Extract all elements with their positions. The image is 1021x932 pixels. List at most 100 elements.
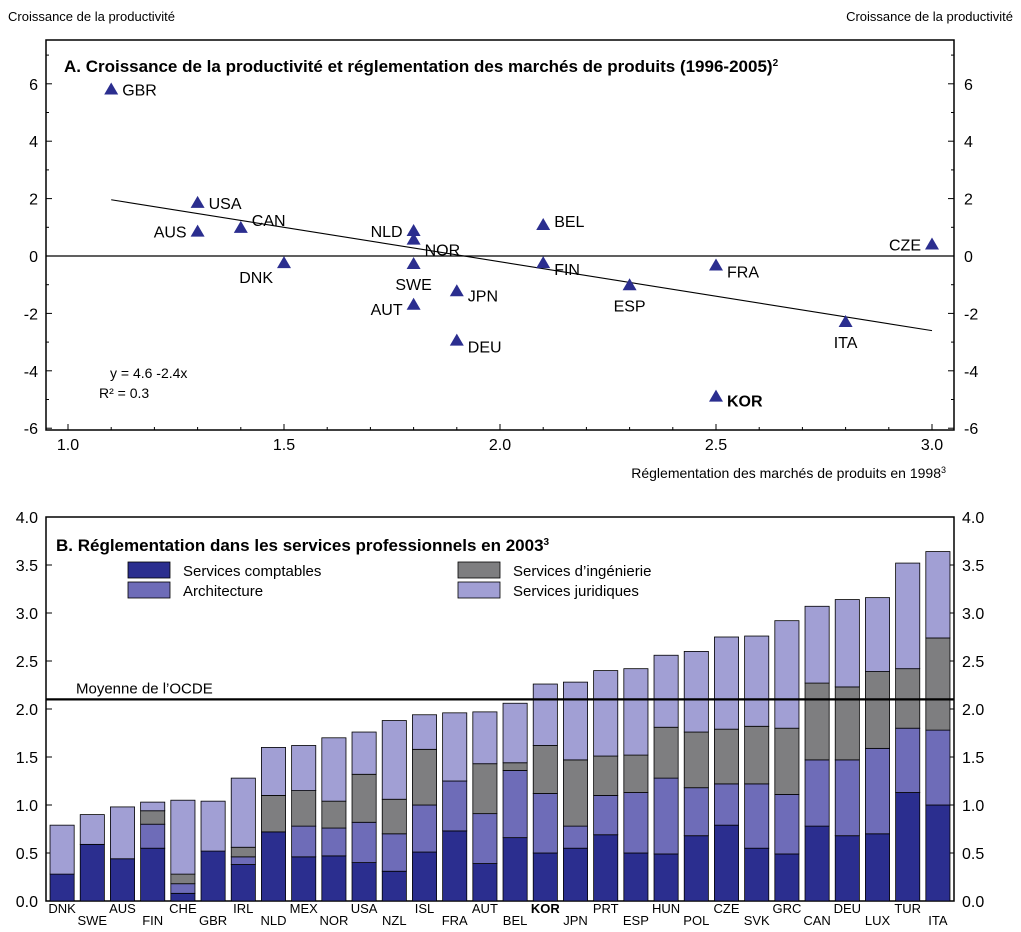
b-y-tick-label-right: 1.0	[962, 798, 984, 815]
category-label-hun: HUN	[652, 901, 680, 916]
bar-irl-series-2	[230, 856, 256, 865]
point-ita-label: ITA	[834, 335, 858, 352]
bar-ita-series-1	[925, 804, 951, 902]
bar-aut-series-4	[472, 711, 498, 765]
y-tick-label-right: 0	[964, 249, 973, 266]
bar-aus-series-1	[110, 858, 135, 902]
bar-prt-series-2	[593, 795, 619, 836]
bar-nor-series-2	[321, 827, 347, 857]
legend-swatch-2	[127, 581, 171, 599]
category-label-esp: ESP	[623, 913, 649, 928]
bar-che-series-1	[170, 892, 196, 902]
bar-mex-series-2	[291, 825, 317, 858]
category-label-lux: LUX	[865, 913, 891, 928]
panel-a-x-axis-label: Réglementation des marchés de produits e…	[631, 465, 946, 481]
point-fin-marker	[536, 256, 551, 269]
category-label-ita: ITA	[928, 913, 948, 928]
bar-can-series-2	[804, 759, 830, 827]
bar-dnk-series-1	[49, 873, 75, 902]
bar-svk-series-2	[744, 783, 770, 849]
bar-jpn-series-4	[563, 681, 588, 761]
bar-grc-series-1	[774, 853, 800, 902]
bar-deu-series-2	[834, 759, 860, 837]
category-label-usa: USA	[351, 901, 378, 916]
bar-lux-series-1	[865, 833, 890, 902]
bar-grc-series-4	[774, 620, 800, 729]
bar-fra-series-2	[442, 780, 468, 832]
panel-b-title: B. Réglementation dans les services prof…	[56, 536, 550, 555]
bar-nzl-series-1	[381, 870, 407, 902]
bar-isl-series-2	[412, 804, 437, 853]
category-label-fin: FIN	[142, 913, 163, 928]
category-label-can: CAN	[803, 913, 830, 928]
bar-bel-series-2	[502, 770, 528, 839]
bar-nld-series-4	[261, 747, 286, 796]
b-y-tick-label-right: 1.5	[962, 750, 984, 767]
point-aus-label: AUS	[154, 225, 187, 242]
point-gbr-label: GBR	[122, 83, 157, 100]
bar-esp-series-4	[623, 668, 649, 756]
bar-aut-series-2	[472, 813, 498, 864]
bar-deu-series-3	[834, 686, 860, 761]
x-tick-label: 1.0	[57, 437, 79, 454]
point-esp-label: ESP	[614, 298, 646, 315]
y-tick-label-right: 4	[964, 134, 973, 151]
bar-jpn-series-3	[563, 759, 588, 827]
point-aut-label: AUT	[371, 302, 403, 319]
bar-cze-series-3	[714, 728, 739, 785]
bar-pol-series-4	[683, 651, 709, 733]
point-swe-marker	[406, 257, 421, 270]
b-y-tick-label-right: 0.0	[962, 894, 984, 911]
bar-svk-series-4	[744, 635, 770, 727]
category-label-mex: MEX	[290, 901, 319, 916]
category-label-prt: PRT	[593, 901, 619, 916]
bar-nor-series-1	[321, 855, 347, 902]
y-tick-label-right: -6	[964, 421, 978, 438]
legend-label-4: Services juridiques	[513, 583, 639, 600]
point-bel-marker	[536, 218, 551, 231]
b-y-tick-label-left: 2.5	[16, 654, 38, 671]
bar-nor-series-4	[321, 737, 347, 802]
bar-usa-series-1	[351, 862, 377, 902]
point-deu-marker	[449, 333, 464, 346]
category-label-dnk: DNK	[48, 901, 76, 916]
legend-swatch-3	[457, 561, 501, 579]
legend-label-1: Services comptables	[183, 563, 321, 580]
bar-svk-series-1	[744, 847, 770, 902]
category-label-gbr: GBR	[199, 913, 227, 928]
point-can-label: CAN	[252, 213, 286, 230]
bar-che-series-3	[170, 873, 196, 885]
y-tick-label-left: -6	[24, 421, 38, 438]
bar-aut-series-1	[472, 863, 498, 902]
panel-a: 6 6 4 4 2 2 0 0 -2 -2 -4 -4 -6 -6 1.0 1.5 2.0 2.5 3.0 y = 4…	[24, 39, 978, 481]
category-label-jpn: JPN	[563, 913, 588, 928]
point-kor-label: KOR	[727, 394, 763, 411]
bar-che-series-2	[170, 883, 196, 894]
bar-jpn-series-1	[563, 847, 588, 902]
bar-prt-series-4	[593, 670, 619, 757]
bar-kor-series-1	[532, 852, 558, 902]
regression-r2: R² = 0.3	[99, 385, 149, 401]
category-label-nzl: NZL	[382, 913, 407, 928]
panel-b: 0.0 0.0 0.5 0.5 1.0 1.0 1.5 1.5 2.0 2.0 2.5 2.5 3.0 3…	[16, 510, 985, 928]
bar-mex-series-1	[291, 856, 317, 902]
b-y-tick-label-right: 3.5	[962, 558, 984, 575]
bar-kor-series-4	[532, 683, 558, 746]
y-tick-label-right: 6	[964, 77, 973, 94]
legend-swatch-1	[127, 561, 171, 579]
y-tick-label-left: -4	[24, 364, 38, 381]
bar-bel-series-4	[502, 702, 528, 764]
bar-isl-series-3	[412, 748, 437, 806]
point-cze-marker	[925, 237, 939, 250]
bar-fra-series-1	[442, 830, 468, 902]
point-nor-label: NOR	[425, 243, 461, 260]
bar-hun-series-2	[653, 777, 679, 855]
point-jpn-marker	[449, 284, 464, 297]
b-y-tick-label-left: 3.5	[16, 558, 38, 575]
category-label-bel: BEL	[503, 913, 528, 928]
b-y-tick-label-left: 0.5	[16, 846, 38, 863]
bar-fin-series-1	[140, 847, 166, 902]
y-tick-label-right: -4	[964, 364, 978, 381]
bar-irl-series-1	[230, 864, 256, 902]
bar-lux-series-2	[865, 747, 890, 835]
